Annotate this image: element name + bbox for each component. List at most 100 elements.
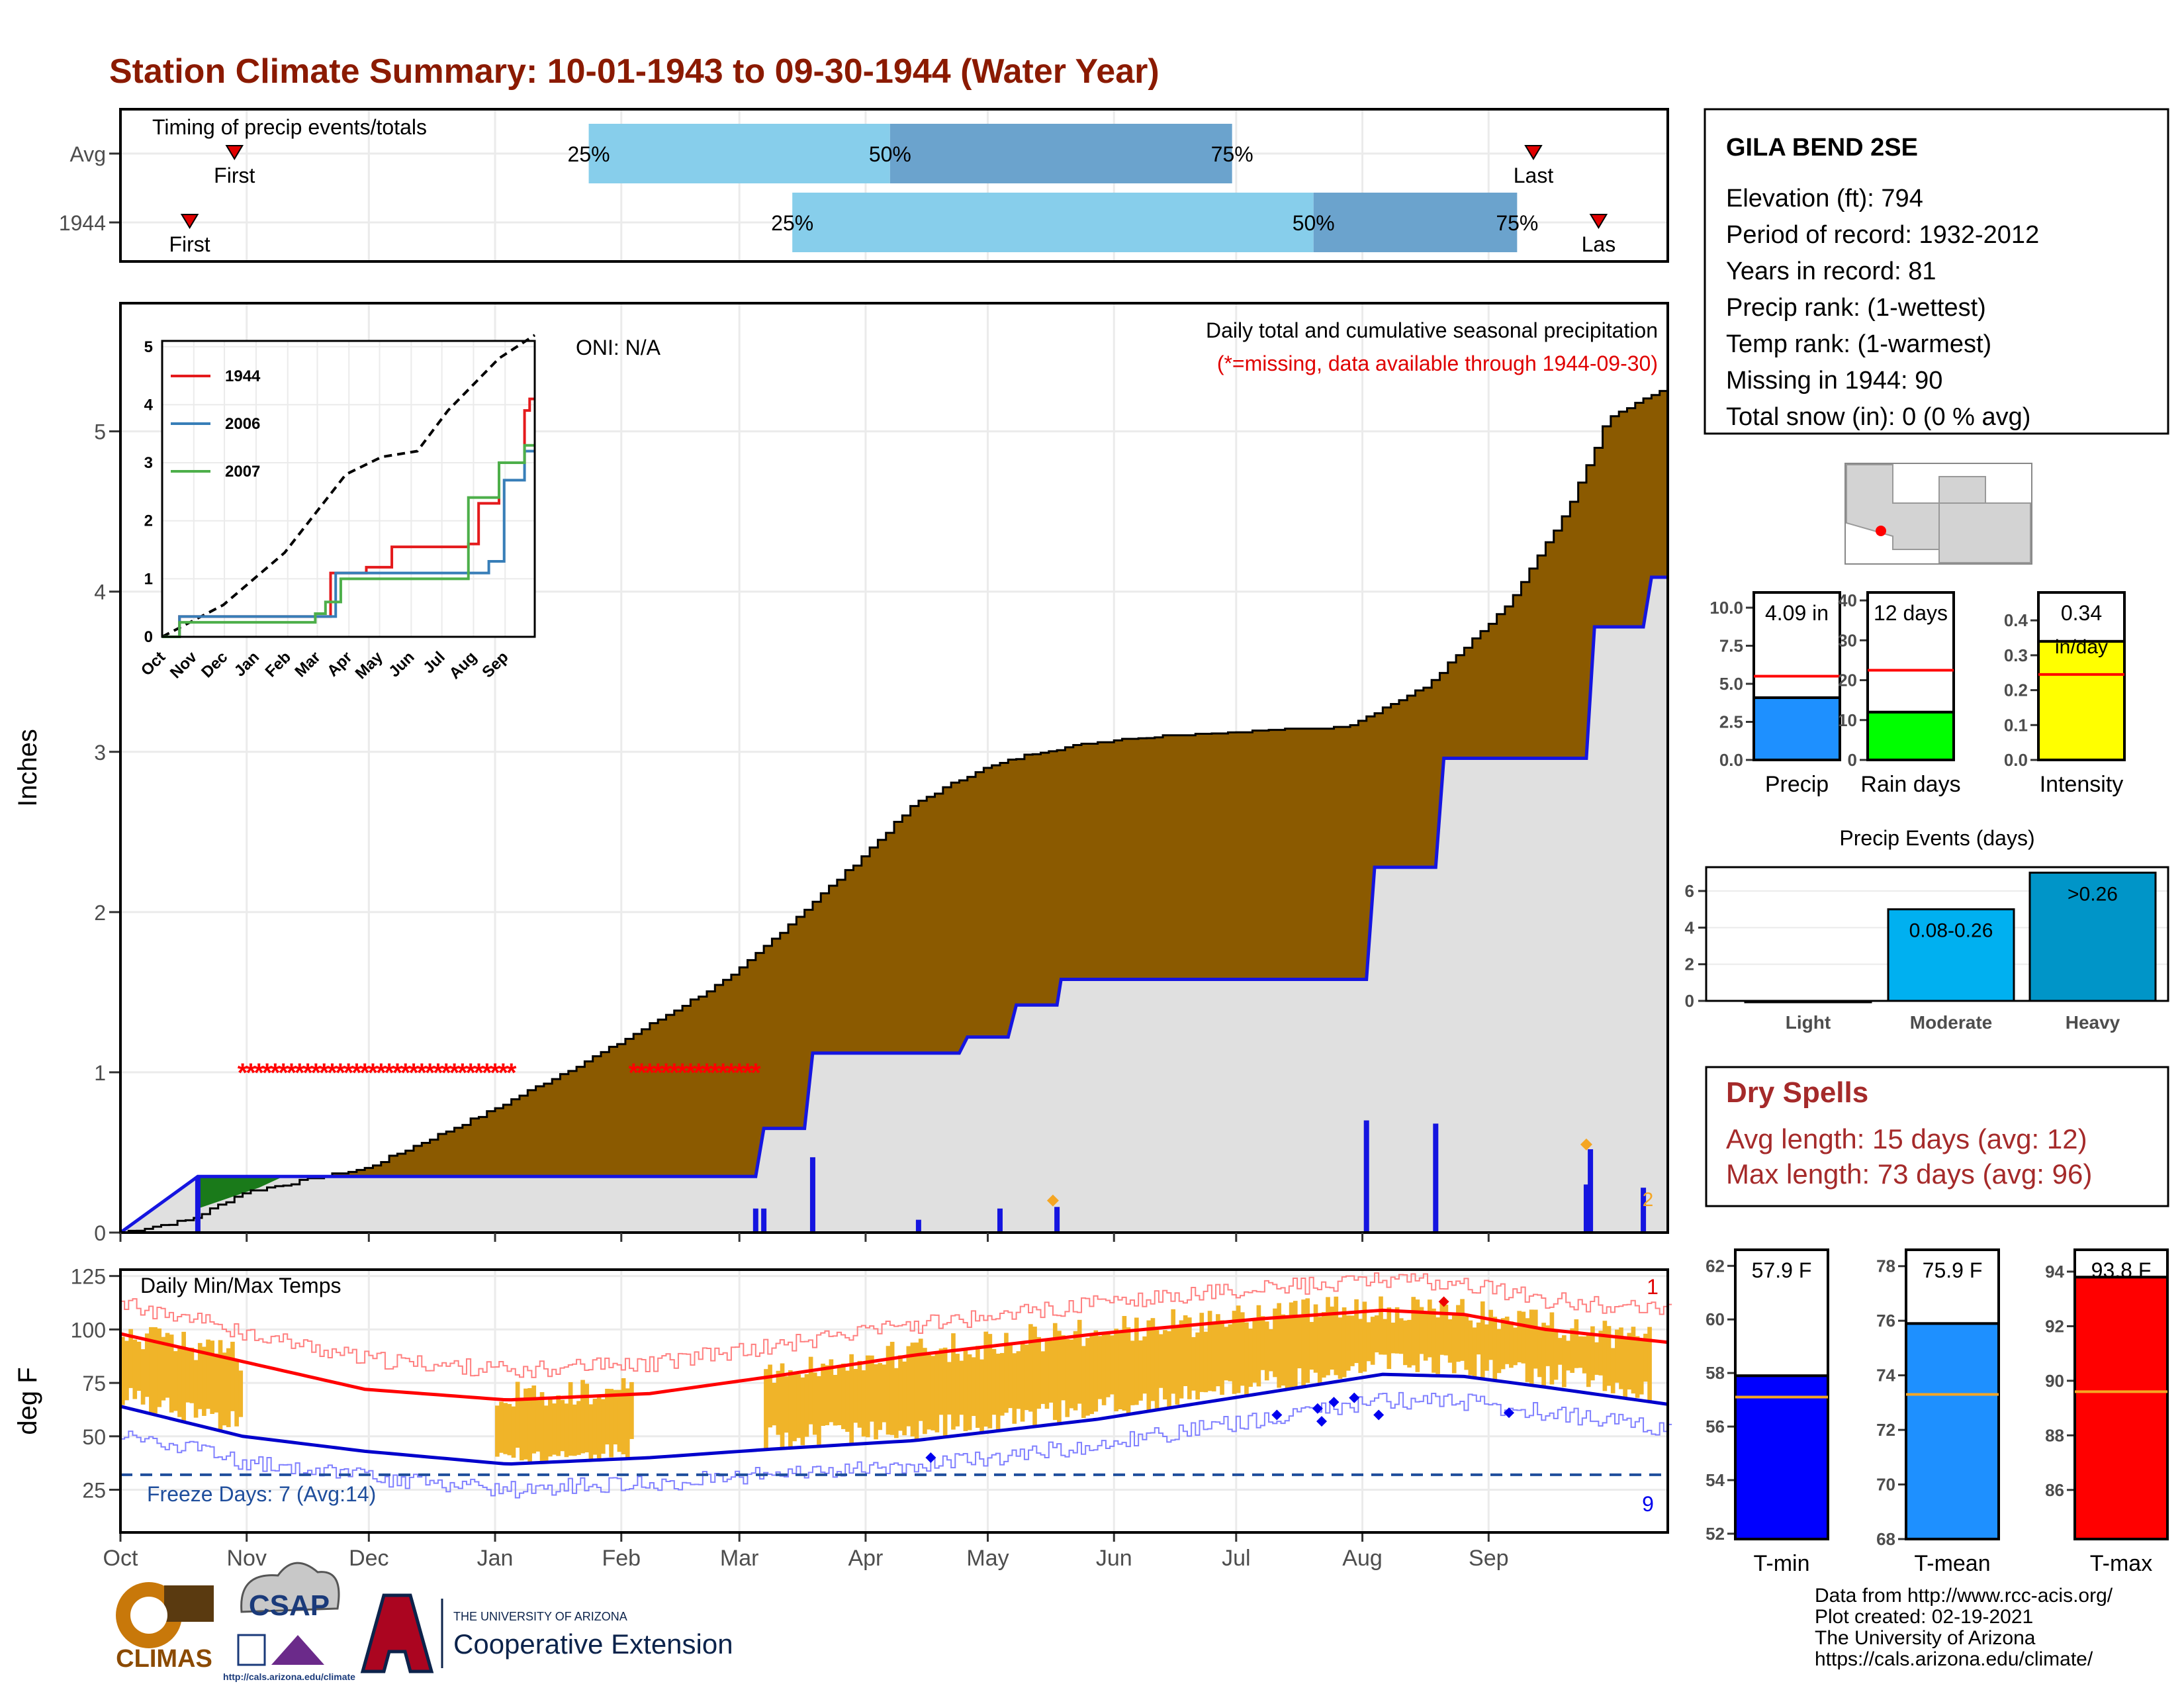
mini-bar-ytick-label: 0.4 [2004,610,2028,630]
csap-logo-url: http://cals.arizona.edu/climate [223,1671,355,1682]
temp-daily-bar [1370,1317,1375,1365]
temp-daily-bar [870,1355,874,1422]
temp-daily-bar [625,1388,630,1459]
temp-record-high-marker [1438,1296,1449,1307]
temp-daily-bar [1606,1326,1612,1386]
temp-daily-bar [1065,1339,1070,1417]
temp-bar-ytick-label: 56 [1706,1417,1725,1436]
missing-day-marker: * [311,1058,322,1088]
climas-logo-icon-block [164,1585,214,1622]
missing-day-marker: * [351,1058,362,1088]
precip-ytick-label: 2 [94,901,106,925]
missing-day-marker: * [417,1058,428,1088]
dry-spells-max: Max length: 73 days (avg: 96) [1726,1158,2092,1190]
inset-ytick-label: 3 [144,454,153,472]
temp-ytick-label: 125 [71,1265,106,1289]
temp-daily-bar [1285,1315,1290,1391]
temp-record-low-marker [1271,1409,1283,1421]
temp-daily-bar [1281,1314,1286,1386]
ua-logo-big-text: Cooperative Extension [453,1628,733,1660]
precip-1944-cumulative-area [120,577,1668,1233]
missing-day-marker: * [343,1058,354,1088]
timing-row-label: 1944 [59,211,106,235]
missing-day-marker: * [392,1058,403,1088]
temp-daily-bar [157,1328,162,1407]
temp-daily-bar [1647,1327,1652,1402]
temp-daily-bar [605,1393,610,1445]
events-bar [2028,871,2157,1002]
missing-day-marker: * [474,1058,484,1088]
temp-daily-bar [1216,1314,1220,1387]
temp-daily-bar [1419,1307,1424,1354]
events-bar [1887,908,2015,1002]
temp-record-low-marker [925,1452,936,1464]
temp-daily-bar [841,1363,846,1429]
temp-bar-ytick-label: 72 [1876,1420,1895,1440]
temp-daily-bar [1345,1315,1351,1371]
temp-daily-bar [951,1333,956,1430]
dry-spells-box [1705,1066,2169,1207]
temp-daily-bar [124,1340,129,1401]
temp-bar-label: T-min [1754,1551,1810,1576]
temp-daily-bar [1142,1336,1147,1394]
temp-daily-bar [963,1348,968,1431]
missing-day-marker: * [677,1058,688,1088]
events-border [1705,866,2169,1002]
temp-daily-bar [808,1356,813,1425]
ua-logo-small-text: THE UNIVERSITY OF ARIZONA [453,1610,627,1623]
temp-bar-ytick-label: 52 [1706,1524,1725,1544]
precip-daily-bar [809,1157,815,1233]
temp-daily-bar [1163,1330,1167,1400]
timing-last-marker [1589,214,1608,229]
temp-bar-ytick-label: 92 [2045,1316,2064,1336]
events-title: Precip Events (days) [1839,826,2034,850]
temp-daily-bar [1004,1333,1009,1413]
temp-daily-bar [1260,1316,1265,1370]
temp-daily-bar [955,1354,960,1427]
temp-daily-bar [889,1342,895,1435]
temp-daily-bar [923,1348,927,1434]
mini-bar-value-sublabel: in/day [2055,636,2108,658]
missing-day-marker: * [246,1058,256,1088]
temp-daily-bar [1297,1316,1302,1369]
temp-daily-bar [218,1340,223,1430]
temp-daily-bar [1040,1351,1046,1404]
inset-avg-line [161,334,536,638]
station-info-line: Years in record: 81 [1726,258,1936,285]
temp-daily-bar [1342,1307,1347,1378]
inset-legend-label: 2006 [225,415,260,433]
temp-bar-ytick-label: 78 [1876,1256,1895,1276]
mini-bar-label: Rain days [1860,772,1960,797]
mini-bar-value [1866,710,1955,761]
temp-daily-bar [1057,1331,1062,1425]
precip-above-avg-area [197,1176,284,1209]
temp-daily-bar [564,1405,569,1458]
temp-daily-bar [927,1354,931,1430]
temp-daily-bar [1171,1309,1176,1394]
temp-daily-bar [1126,1327,1131,1416]
temp-month-label: Mar [720,1546,759,1571]
temp-daily-bar [568,1394,573,1446]
temp-daily-bar [1403,1320,1408,1366]
temp-daily-bar [946,1362,952,1415]
temp-daily-bar [1110,1335,1115,1395]
precip-ytick-label: 5 [94,420,106,444]
temp-daily-bar [1326,1297,1330,1376]
timing-bar-25-50 [588,124,890,183]
temp-daily-bar [1073,1331,1078,1411]
precip-avg-cumulative-line [120,385,1669,1234]
temp-daily-bar [539,1401,545,1454]
temp-daily-bar [1061,1335,1066,1401]
mini-bar-ytick-label: 10 [1838,710,1857,730]
temp-daily-bar [1387,1307,1392,1370]
temp-daily-bar [1549,1312,1555,1385]
temp-count-bottom: 9 [1642,1492,1654,1516]
temp-daily-bar [1423,1313,1428,1361]
temp-daily-bar [1509,1321,1514,1368]
temp-record-low-marker [1312,1403,1323,1414]
temp-daily-bar [1504,1316,1510,1364]
temp-daily-bar [1289,1302,1294,1388]
temp-daily-bar [1464,1316,1469,1370]
temp-daily-bar [991,1348,997,1415]
temp-daily-bar [507,1403,512,1456]
